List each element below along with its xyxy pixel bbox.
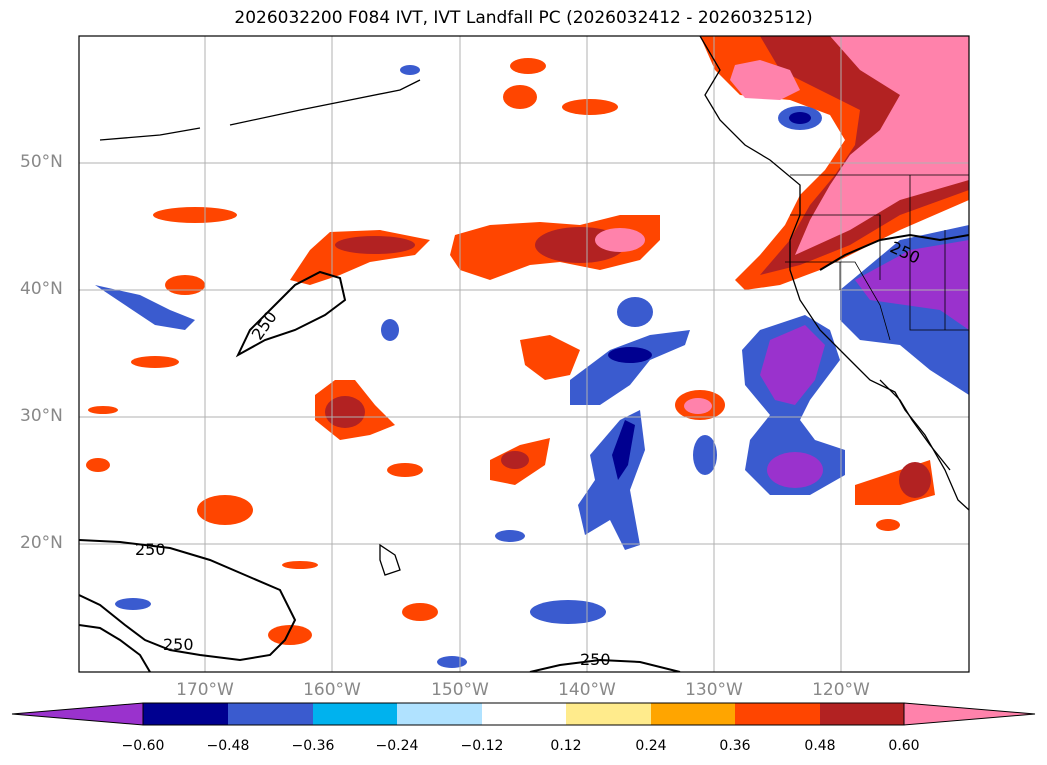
ivt-neg-blob-a (693, 435, 717, 475)
ivt-neg-region-sw-core (855, 240, 969, 330)
ivt-pos-blob-e (562, 99, 618, 115)
ivt-neg-blob-g (437, 656, 467, 668)
colorbar-tick-label: −0.24 (375, 738, 419, 754)
colorbar-bin (651, 703, 735, 725)
ivt-pos-region-pnw-core (795, 36, 969, 255)
ivt-neg-region-socal-south (767, 452, 823, 488)
colorbar-extend-high (903, 702, 1036, 726)
ivt-neg-blob-bc-core (789, 112, 811, 124)
colorbar-tick-label: 0.12 (550, 738, 582, 754)
ivt-pos-blob-31n-core (684, 398, 712, 414)
colorbar-extend-low (11, 702, 144, 726)
colorbar-tick-label: 0.24 (635, 738, 667, 754)
lon-label-120w: 120°W (812, 680, 870, 700)
ivt-neg-arc-central-core (608, 347, 652, 363)
ivt-pos-blob-l (88, 406, 118, 414)
ivt-neg-arc-central (570, 330, 690, 405)
colorbar-bin (482, 703, 566, 725)
ivt-pos-blob-n (282, 561, 318, 569)
contour-label-4: 250 (580, 650, 611, 669)
ivt-neg-region-socal-core (760, 325, 825, 405)
lon-label-130w: 130°W (685, 680, 743, 700)
colorbar-tick-label: −0.48 (206, 738, 250, 754)
ivt-neg-blob-d (381, 319, 399, 341)
ivt-pos-blob-35n (520, 335, 580, 380)
map-field (79, 36, 969, 672)
graticule (79, 36, 969, 672)
ivt-pos-blob-j (131, 356, 179, 368)
colorbar-bin (397, 703, 482, 725)
ivt-pos-blob-a (153, 207, 237, 223)
colorbar-tick-label: 0.48 (804, 738, 836, 754)
colorbar-tick-label: −0.12 (460, 738, 504, 754)
ivt-250-contours (79, 233, 969, 672)
colorbar-bin (566, 703, 651, 725)
lon-label-160w: 160°W (303, 680, 361, 700)
ivt-neg-blob-f (115, 598, 151, 610)
lon-label-170w: 170°W (176, 680, 234, 700)
ivt-neg-blob-b (617, 297, 653, 327)
colorbar-bin (313, 703, 397, 725)
ivt-neg-blob-c (530, 600, 606, 624)
ivt-pos-blob-32n-core (325, 396, 365, 428)
ivt-pos-blob-m (876, 519, 900, 531)
colorbar-tick-label: 0.36 (719, 738, 751, 754)
ivt-pos-blob-i (387, 463, 423, 477)
lon-label-150w: 150°W (431, 680, 489, 700)
colorbar-bin (143, 703, 228, 725)
ivt-neg-blob-i (400, 65, 420, 75)
ivt-pos-blob-c (503, 85, 537, 109)
ivt-pos-blob-k (86, 458, 110, 472)
ivt-pos-blob-b (165, 275, 205, 295)
ivt-pos-blob-160w-core (335, 236, 415, 254)
colorbar-frame (142, 702, 905, 726)
ivt-neg-blob-h (495, 530, 525, 542)
ivt-neg-arc-south-core (612, 420, 635, 480)
ivt-pos-blob-f (197, 495, 253, 525)
map-title: 2026032200 F084 IVT, IVT Landfall PC (20… (234, 8, 813, 28)
colorbar-bin (820, 703, 904, 725)
ivt-pos-blob-baja-core (899, 462, 931, 498)
map-frame (78, 35, 970, 673)
colorbar-bin (228, 703, 313, 725)
colorbar (11, 702, 1036, 726)
contour-label-2: 250 (135, 540, 166, 559)
coastline (99, 36, 969, 576)
ivt-pos-blob-central-core (595, 228, 645, 252)
state-borders (785, 174, 969, 341)
colorbar-bin (735, 703, 820, 725)
colorbar-tick-label: −0.60 (121, 738, 165, 754)
colorbar-tick-label: 0.60 (888, 738, 920, 754)
ivt-pos-blob-bc (730, 60, 800, 100)
ivt-pos-blob-28n-core (501, 451, 529, 469)
ivt-pos-blob-h (402, 603, 438, 621)
ivt-neg-blob-e (95, 285, 195, 330)
lat-label-20n: 20°N (20, 533, 63, 553)
colorbar-tick-label: −0.36 (291, 738, 335, 754)
lon-label-140w: 140°W (558, 680, 616, 700)
lat-label-40n: 40°N (20, 279, 63, 299)
contour-label-1: 250 (248, 308, 281, 344)
contour-label-3: 250 (163, 635, 194, 654)
lat-label-50n: 50°N (20, 152, 63, 172)
ivt-neg-arc-south (578, 410, 645, 550)
ivt-pos-blob-d (510, 58, 546, 74)
lat-label-30n: 30°N (20, 406, 63, 426)
ivt-pos-blob-g (268, 625, 312, 645)
